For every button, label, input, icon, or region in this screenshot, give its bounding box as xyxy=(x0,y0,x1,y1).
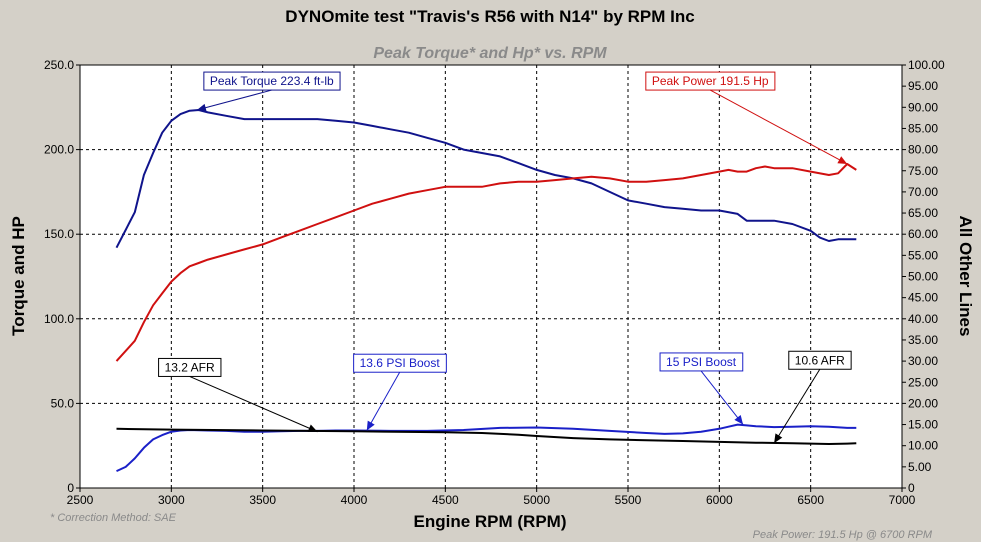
y2-tick-label: 70.00 xyxy=(908,185,938,199)
y-axis-title: Torque and HP xyxy=(9,216,28,336)
annotation-arrowhead xyxy=(734,414,744,425)
annotation-arrowhead xyxy=(366,420,375,431)
y2-tick-label: 15.00 xyxy=(908,418,938,432)
annotation-label: 13.2 AFR xyxy=(165,360,215,374)
y2-tick-label: 50.00 xyxy=(908,270,938,284)
x-tick-label: 3500 xyxy=(249,493,276,507)
annotation-leader xyxy=(709,89,848,165)
annotation-label: 15 PSI Boost xyxy=(666,355,737,369)
y2-tick-label: 5.00 xyxy=(908,460,932,474)
x-tick-label: 2500 xyxy=(67,493,94,507)
y-tick-label: 100.0 xyxy=(44,312,74,326)
y2-tick-label: 0 xyxy=(908,481,915,495)
annotation-leader xyxy=(366,371,401,431)
y2-tick-label: 65.00 xyxy=(908,206,938,220)
x-tick-label: 6000 xyxy=(706,493,733,507)
plot-area xyxy=(79,64,903,489)
grid xyxy=(80,65,902,488)
annotation-box xyxy=(203,71,341,91)
y2-tick-label: 80.00 xyxy=(908,143,938,157)
annotation-leader xyxy=(189,375,318,433)
y2-tick-label: 90.00 xyxy=(908,100,938,114)
annotation-leader xyxy=(196,89,272,111)
y2-tick-label: 55.00 xyxy=(908,248,938,262)
boost-line xyxy=(116,423,857,473)
y-tick-label: 250.0 xyxy=(44,58,74,72)
annotation-arrowhead xyxy=(307,424,318,432)
chart-title: DYNOmite test "Travis's R56 with N14" by… xyxy=(285,7,694,26)
x-tick-label: 7000 xyxy=(889,493,916,507)
annotation-arrowhead xyxy=(774,433,783,444)
y2-tick-label: 35.00 xyxy=(908,333,938,347)
y-tick-label: 200.0 xyxy=(44,143,74,157)
annotation-label: 13.6 PSI Boost xyxy=(360,356,441,370)
chart-subtitle: Peak Torque* and Hp* vs. RPM xyxy=(373,45,607,62)
y-tick-label: 150.0 xyxy=(44,227,74,241)
footnote-correction: * Correction Method: SAE xyxy=(50,512,177,524)
x-tick-label: 5500 xyxy=(615,493,642,507)
annotation-leader xyxy=(700,370,744,425)
y2-tick-label: 75.00 xyxy=(908,164,938,178)
y2-axis-title: All Other Lines xyxy=(956,216,975,337)
x-tick-label: 5000 xyxy=(523,493,550,507)
x-tick-label: 4500 xyxy=(432,493,459,507)
y2-tick-label: 85.00 xyxy=(908,121,938,135)
y2-tick-label: 40.00 xyxy=(908,312,938,326)
x-tick-label: 4000 xyxy=(341,493,368,507)
x-tick-label: 6500 xyxy=(797,493,824,507)
axis-ticks: 2500 3000 3500 4000 4500 5000 5500 6000 6500 7000… xyxy=(44,58,945,507)
x-axis-title: Engine RPM (RPM) xyxy=(414,512,567,531)
y2-tick-label: 100.00 xyxy=(908,58,945,72)
afr-line xyxy=(116,427,857,445)
y2-tick-label: 10.00 xyxy=(908,439,938,453)
annotation-label: Peak Torque 223.4 ft-lb xyxy=(210,74,334,88)
y2-tick-label: 95.00 xyxy=(908,79,938,93)
y-tick-label: 0 xyxy=(67,481,74,495)
annotation-box xyxy=(353,353,447,373)
x-tick-label: 3000 xyxy=(158,493,185,507)
y2-tick-label: 45.00 xyxy=(908,291,938,305)
y2-tick-label: 30.00 xyxy=(908,354,938,368)
annotation-arrowhead xyxy=(196,103,207,112)
annotation-leader xyxy=(773,368,821,444)
annotation-label: Peak Power 191.5 Hp xyxy=(652,74,769,88)
annotations: Peak Torque 223.4 ft-lb Peak Power 191.5 … xyxy=(158,71,852,444)
footnote-peak-power: Peak Power: 191.5 Hp @ 6700 RPM xyxy=(753,529,933,541)
y2-tick-label: 20.00 xyxy=(908,396,938,410)
annotation-arrowhead xyxy=(837,156,848,164)
annotation-label: 10.6 AFR xyxy=(795,353,845,367)
annotation-box xyxy=(788,350,852,370)
y-tick-label: 50.0 xyxy=(51,396,75,410)
power-line xyxy=(115,163,857,362)
y2-tick-label: 60.00 xyxy=(908,227,938,241)
y2-tick-label: 25.00 xyxy=(908,375,938,389)
